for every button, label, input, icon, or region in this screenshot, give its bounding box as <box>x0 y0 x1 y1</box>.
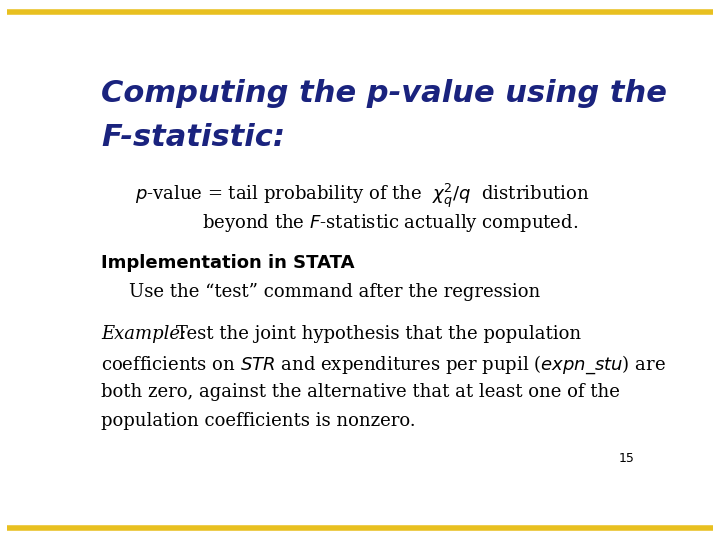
Text: both zero, against the alternative that at least one of the: both zero, against the alternative that … <box>101 383 620 401</box>
Text: coefficients on $\mathit{STR}$ and expenditures per pupil ($\mathit{expn\_stu}$): coefficients on $\mathit{STR}$ and expen… <box>101 354 666 376</box>
Text: Example:  Test the joint hypothesis that the population: Example: Test the joint hypothesis that … <box>0 539 1 540</box>
Text: Computing the p-value using the: Computing the p-value using the <box>101 79 667 109</box>
Text: population coefficients is nonzero.: population coefficients is nonzero. <box>101 412 415 430</box>
Text: beyond the $F$-statistic actually computed.: beyond the $F$-statistic actually comput… <box>202 212 578 234</box>
Text: $p$-value = tail probability of the  $\chi^2_q/q$  distribution: $p$-value = tail probability of the $\ch… <box>135 181 589 210</box>
Text: Implementation in STATA: Implementation in STATA <box>101 254 355 272</box>
Text: Use the “test” command after the regression: Use the “test” command after the regress… <box>129 283 540 301</box>
Text: F-statistic:: F-statistic: <box>101 123 285 152</box>
Text: 15: 15 <box>618 452 634 465</box>
Text: Example:: Example: <box>101 325 192 343</box>
Text: Test the joint hypothesis that the population: Test the joint hypothesis that the popul… <box>176 325 582 343</box>
